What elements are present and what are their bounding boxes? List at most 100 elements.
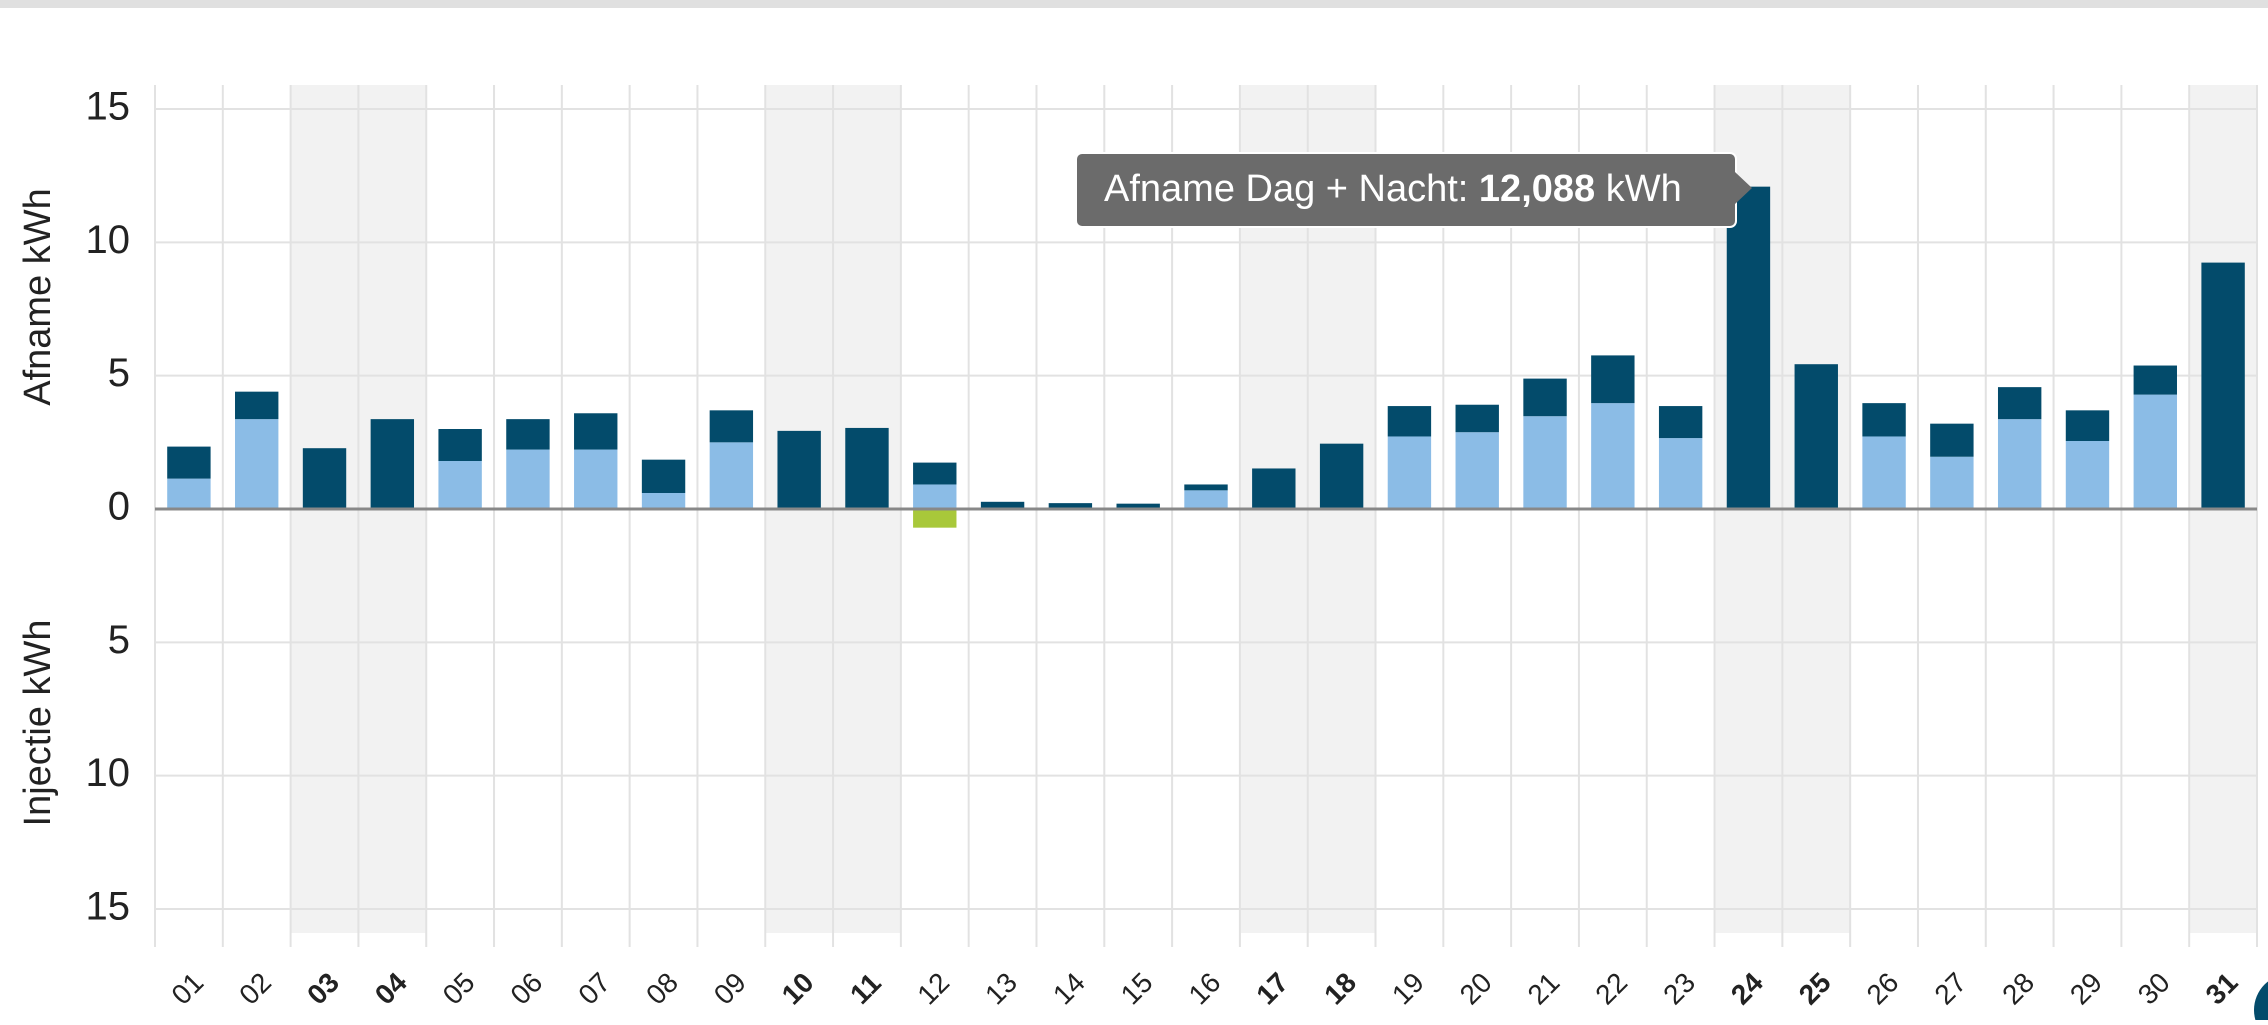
bar-segment <box>574 413 618 450</box>
bar-segment <box>1930 423 1974 457</box>
bar-segment <box>1591 355 1635 404</box>
x-tick-label: 03 <box>301 967 345 1011</box>
x-tick-label: 10 <box>776 967 820 1011</box>
bar-segment <box>1862 403 1906 437</box>
bar-segment <box>980 501 1025 508</box>
x-tick-label: 25 <box>1793 967 1837 1011</box>
bar-segment <box>1794 364 1838 509</box>
tooltip-text: Afname Dag + Nacht: 12,088 kWh <box>1104 168 1682 210</box>
bar-segment <box>438 461 482 509</box>
x-tick-label: 18 <box>1318 967 1362 1011</box>
x-tick-label: 01 <box>165 967 209 1011</box>
bar-segment <box>2065 410 2110 441</box>
bar-segment <box>2133 365 2177 395</box>
bar-segment <box>1862 436 1906 509</box>
x-tick-label: 29 <box>2064 967 2108 1011</box>
bar-segment <box>1184 490 1228 509</box>
bar-segment <box>709 410 754 443</box>
bar-segment <box>506 419 550 450</box>
x-tick-label: 02 <box>233 967 277 1011</box>
x-tick-label: 22 <box>1589 967 1633 1011</box>
x-tick-label: 05 <box>437 967 481 1011</box>
x-tick-label: 24 <box>1725 966 1769 1010</box>
y-tick-label: 10 <box>86 218 131 262</box>
bar-segment <box>1387 436 1432 509</box>
x-tick-label: 06 <box>504 967 548 1011</box>
tooltip-label: Afname Dag + Nacht: <box>1104 168 1468 210</box>
bar-segment <box>1930 456 1974 509</box>
bar-segment <box>2065 441 2110 509</box>
x-tick-label: 21 <box>1522 967 1566 1011</box>
bar-segment <box>1658 438 1703 509</box>
x-tick-label: 07 <box>572 967 616 1011</box>
top-bar <box>0 0 2268 8</box>
x-tick-label: 28 <box>1996 967 2040 1011</box>
bar-segment <box>1387 406 1432 437</box>
bar-segment <box>709 442 754 509</box>
bar-segment <box>370 419 415 509</box>
y-tick-label: 0 <box>108 485 130 529</box>
bar-segment <box>1184 484 1228 491</box>
x-tick-label: 12 <box>911 967 955 1011</box>
bar-segment <box>1455 432 1499 509</box>
tooltip-value: 12,088 <box>1479 168 1595 210</box>
bar-segment <box>777 430 821 509</box>
bar-segment <box>1591 403 1635 509</box>
bar-segment <box>1658 406 1703 439</box>
x-tick-label: 26 <box>1861 967 1905 1011</box>
bar-segment <box>845 427 889 509</box>
bar-segment <box>913 462 957 485</box>
y-title-top: Afname kWh <box>17 188 59 406</box>
bar-segment <box>167 478 211 509</box>
bar-segment <box>506 449 550 509</box>
x-tick-label: 08 <box>640 967 684 1011</box>
bar-segment <box>2133 394 2177 509</box>
bar-segment <box>1455 404 1499 433</box>
x-tick-label: 04 <box>369 966 413 1010</box>
x-tick-label: 23 <box>1657 967 1701 1011</box>
bar-segment <box>913 509 957 528</box>
bar-segment <box>1523 378 1567 417</box>
y-tick-label: 10 <box>86 751 131 795</box>
x-tick-label: 11 <box>844 967 887 1010</box>
bar-segment <box>1116 503 1160 508</box>
y-tick-label: 15 <box>86 885 131 929</box>
x-tick-label: 19 <box>1386 967 1430 1011</box>
bar-segment <box>2201 262 2245 509</box>
bar-segment <box>1048 503 1093 508</box>
bar-segment <box>167 446 211 479</box>
bar-segment <box>1523 416 1567 509</box>
marks-layer <box>155 186 2257 528</box>
bar-segment <box>1997 387 2042 420</box>
y-title-bottom: Injectie kWh <box>17 620 59 827</box>
bar-segment <box>302 448 347 509</box>
bar-segment <box>574 449 618 509</box>
x-tick-label: 31 <box>2200 967 2244 1011</box>
bar-segment <box>1997 419 2042 509</box>
x-tick-label: 13 <box>979 967 1023 1011</box>
x-tick-label: 20 <box>1454 967 1498 1011</box>
bar-segment <box>913 484 957 509</box>
y-tick-label: 5 <box>108 618 130 662</box>
y-tick-label: 5 <box>108 351 130 395</box>
x-tick-label: 17 <box>1250 967 1294 1011</box>
bar-segment <box>641 493 686 509</box>
tooltip-arrow <box>1735 172 1752 204</box>
x-tick-label: 16 <box>1183 967 1227 1011</box>
x-tick-label: 30 <box>2132 967 2176 1011</box>
tooltip: Afname Dag + Nacht: 12,088 kWh <box>1075 152 1752 228</box>
x-tick-label: 27 <box>1928 967 1972 1011</box>
bar-segment <box>438 429 482 461</box>
bar-segment <box>641 459 686 493</box>
bar-segment <box>1726 186 1771 510</box>
x-tick-label: 15 <box>1115 967 1159 1011</box>
bar-segment <box>1252 468 1296 509</box>
bar-segment <box>1319 443 1364 509</box>
corner-button[interactable] <box>2254 974 2268 1025</box>
x-tick-label: 14 <box>1047 967 1091 1011</box>
bar-segment <box>235 391 279 420</box>
y-tick-label: 15 <box>86 85 131 129</box>
bar-segment <box>235 419 279 509</box>
tooltip-unit: kWh <box>1606 168 1682 210</box>
